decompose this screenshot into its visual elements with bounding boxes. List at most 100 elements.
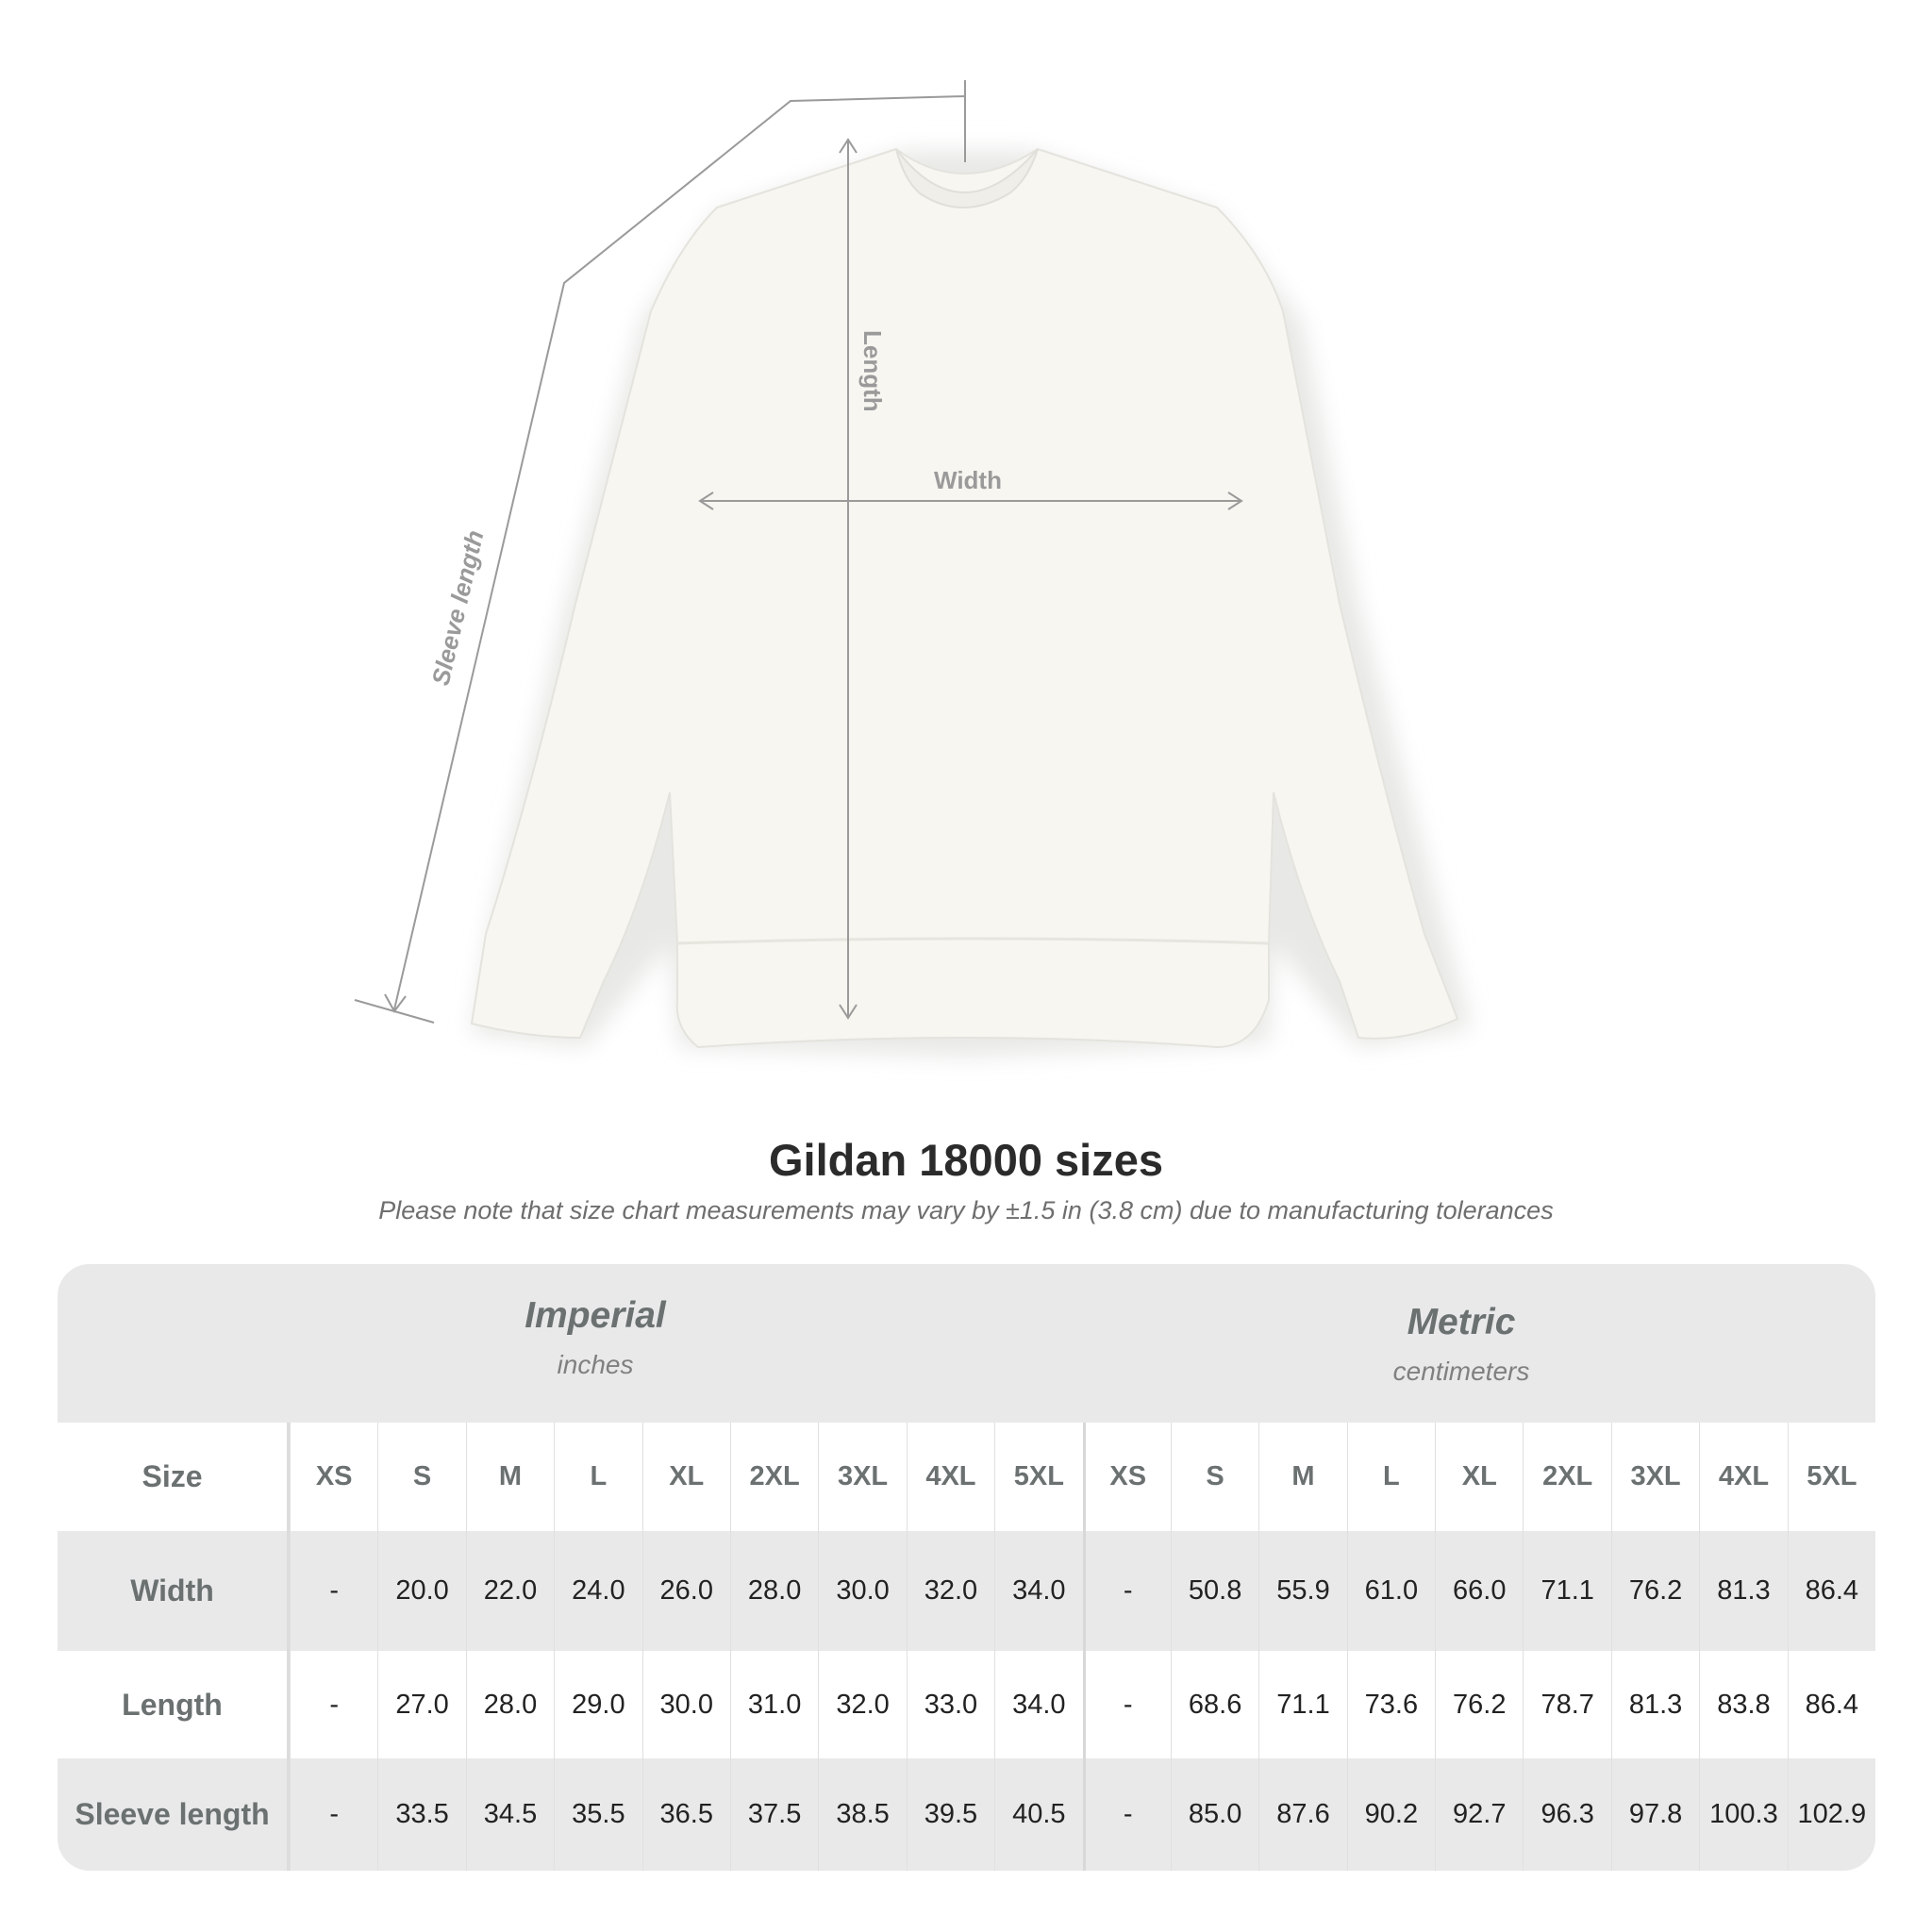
size-header-imperial: L	[554, 1423, 641, 1531]
metric-value: 76.2	[1610, 1531, 1699, 1651]
metric-value: 71.1	[1258, 1651, 1346, 1758]
size-header-metric: 2XL	[1523, 1423, 1610, 1531]
size-row: Size XS S M L XL 2XL 3XL 4XL 5XL XS S M L XL 2XL 3XL 4XL…	[58, 1423, 1875, 1531]
metric-value: 66.0	[1435, 1531, 1523, 1651]
metric-value: -	[1082, 1531, 1171, 1651]
length-label: Length	[858, 330, 887, 412]
size-header-imperial: XS	[290, 1423, 377, 1531]
imperial-value: 24.0	[554, 1531, 641, 1651]
metric-value: 102.9	[1787, 1758, 1875, 1871]
row-label: Length	[58, 1651, 290, 1758]
size-header-metric: 5XL	[1787, 1423, 1875, 1531]
size-header-metric: M	[1258, 1423, 1346, 1531]
metric-value: 83.8	[1699, 1651, 1787, 1758]
metric-value: -	[1082, 1651, 1171, 1758]
imperial-value: 38.5	[818, 1758, 906, 1871]
sweatshirt	[470, 147, 1459, 1049]
collar	[895, 148, 1039, 208]
size-header-imperial: XL	[641, 1423, 730, 1531]
metric-value: 97.8	[1610, 1758, 1699, 1871]
imperial-value: 37.5	[729, 1758, 818, 1871]
metric-value: 100.3	[1699, 1758, 1787, 1871]
size-header-metric: S	[1170, 1423, 1258, 1531]
size-label: Size	[58, 1423, 290, 1531]
metric-value: 90.2	[1346, 1758, 1435, 1871]
imperial-heading: Imperial	[525, 1295, 666, 1336]
metric-unit: centimeters	[1392, 1357, 1530, 1386]
imperial-value: 39.5	[906, 1758, 994, 1871]
metric-value: 96.3	[1523, 1758, 1610, 1871]
imperial-value: 34.5	[465, 1758, 554, 1871]
imperial-value: 30.0	[818, 1531, 906, 1651]
size-header-metric: XS	[1082, 1423, 1171, 1531]
sleeve-length-line	[393, 95, 966, 1010]
size-table: Imperial inches Metric centimeters Size …	[58, 1264, 1875, 1871]
length-arrow-bottom-icon	[839, 1004, 858, 1020]
imperial-value: 27.0	[377, 1651, 465, 1758]
table-row: Sleeve length -33.5 34.5 35.5 36.5 37.5 38.5 39…	[58, 1758, 1875, 1871]
row-label: Width	[58, 1531, 290, 1651]
metric-value: 81.3	[1699, 1531, 1787, 1651]
imperial-value: 22.0	[465, 1531, 554, 1651]
sweatshirt-diagram: Length Width Sleeve length	[354, 80, 1472, 1057]
metric-value: 81.3	[1610, 1651, 1699, 1758]
width-label: Width	[934, 466, 1002, 494]
imperial-value: 31.0	[729, 1651, 818, 1758]
imperial-value: 40.5	[994, 1758, 1082, 1871]
sleeve-arrow-icon	[384, 993, 407, 1013]
size-header-imperial: 3XL	[818, 1423, 906, 1531]
metric-value: 85.0	[1170, 1758, 1258, 1871]
imperial-value: 29.0	[554, 1651, 641, 1758]
imperial-value: 32.0	[818, 1651, 906, 1758]
imperial-unit: inches	[557, 1350, 634, 1379]
metric-heading: Metric	[1407, 1302, 1516, 1342]
length-arrow-top-icon	[839, 138, 858, 154]
metric-value: 55.9	[1258, 1531, 1346, 1651]
sleeve-length-label: Sleeve length	[426, 527, 490, 688]
metric-value: 50.8	[1170, 1531, 1258, 1651]
metric-value: 73.6	[1346, 1651, 1435, 1758]
metric-value: 86.4	[1787, 1531, 1875, 1651]
table-row: Length -27.0 28.0 29.0 30.0 31.0 32.0 33.0 34.0-…	[58, 1651, 1875, 1758]
row-label: Sleeve length	[58, 1758, 290, 1871]
imperial-value: 33.0	[906, 1651, 994, 1758]
metric-value: 61.0	[1346, 1531, 1435, 1651]
imperial-value: 36.5	[641, 1758, 730, 1871]
waistband	[676, 937, 1270, 945]
imperial-value: 35.5	[554, 1758, 641, 1871]
imperial-header: Imperial inches	[58, 1264, 1133, 1454]
imperial-value: 32.0	[906, 1531, 994, 1651]
imperial-value: -	[290, 1531, 377, 1651]
size-header-metric: 3XL	[1610, 1423, 1699, 1531]
metric-value: 71.1	[1523, 1531, 1610, 1651]
imperial-value: 33.5	[377, 1758, 465, 1871]
metric-value: 78.7	[1523, 1651, 1610, 1758]
imperial-value: 28.0	[729, 1531, 818, 1651]
metric-value: 92.7	[1435, 1758, 1523, 1871]
size-header-metric: 4XL	[1699, 1423, 1787, 1531]
imperial-value: 30.0	[641, 1651, 730, 1758]
size-header-metric: XL	[1435, 1423, 1523, 1531]
width-arrow-left-icon	[698, 491, 714, 510]
size-header-metric: L	[1346, 1423, 1435, 1531]
size-header-imperial: 2XL	[729, 1423, 818, 1531]
tolerance-note: Please note that size chart measurements…	[378, 1196, 1554, 1224]
imperial-value: 26.0	[641, 1531, 730, 1651]
imperial-value: 28.0	[465, 1651, 554, 1758]
metric-value: 87.6	[1258, 1758, 1346, 1871]
metric-header: Metric centimeters	[1089, 1264, 1834, 1460]
metric-value: 86.4	[1787, 1651, 1875, 1758]
imperial-value: 34.0	[994, 1531, 1082, 1651]
page-title: Gildan 18000 sizes	[768, 1135, 1164, 1185]
metric-value: -	[1082, 1758, 1171, 1871]
imperial-value: -	[290, 1758, 377, 1871]
size-header-imperial: 4XL	[906, 1423, 994, 1531]
imperial-value: 34.0	[994, 1651, 1082, 1758]
metric-value: 76.2	[1435, 1651, 1523, 1758]
size-header-imperial: 5XL	[994, 1423, 1082, 1531]
imperial-value: 20.0	[377, 1531, 465, 1651]
metric-value: 68.6	[1170, 1651, 1258, 1758]
width-arrow-right-icon	[1227, 491, 1243, 510]
table-row: Width -20.0 22.0 24.0 26.0 28.0 30.0 32.0 34.0-5…	[58, 1531, 1875, 1651]
size-header-imperial: M	[465, 1423, 554, 1531]
